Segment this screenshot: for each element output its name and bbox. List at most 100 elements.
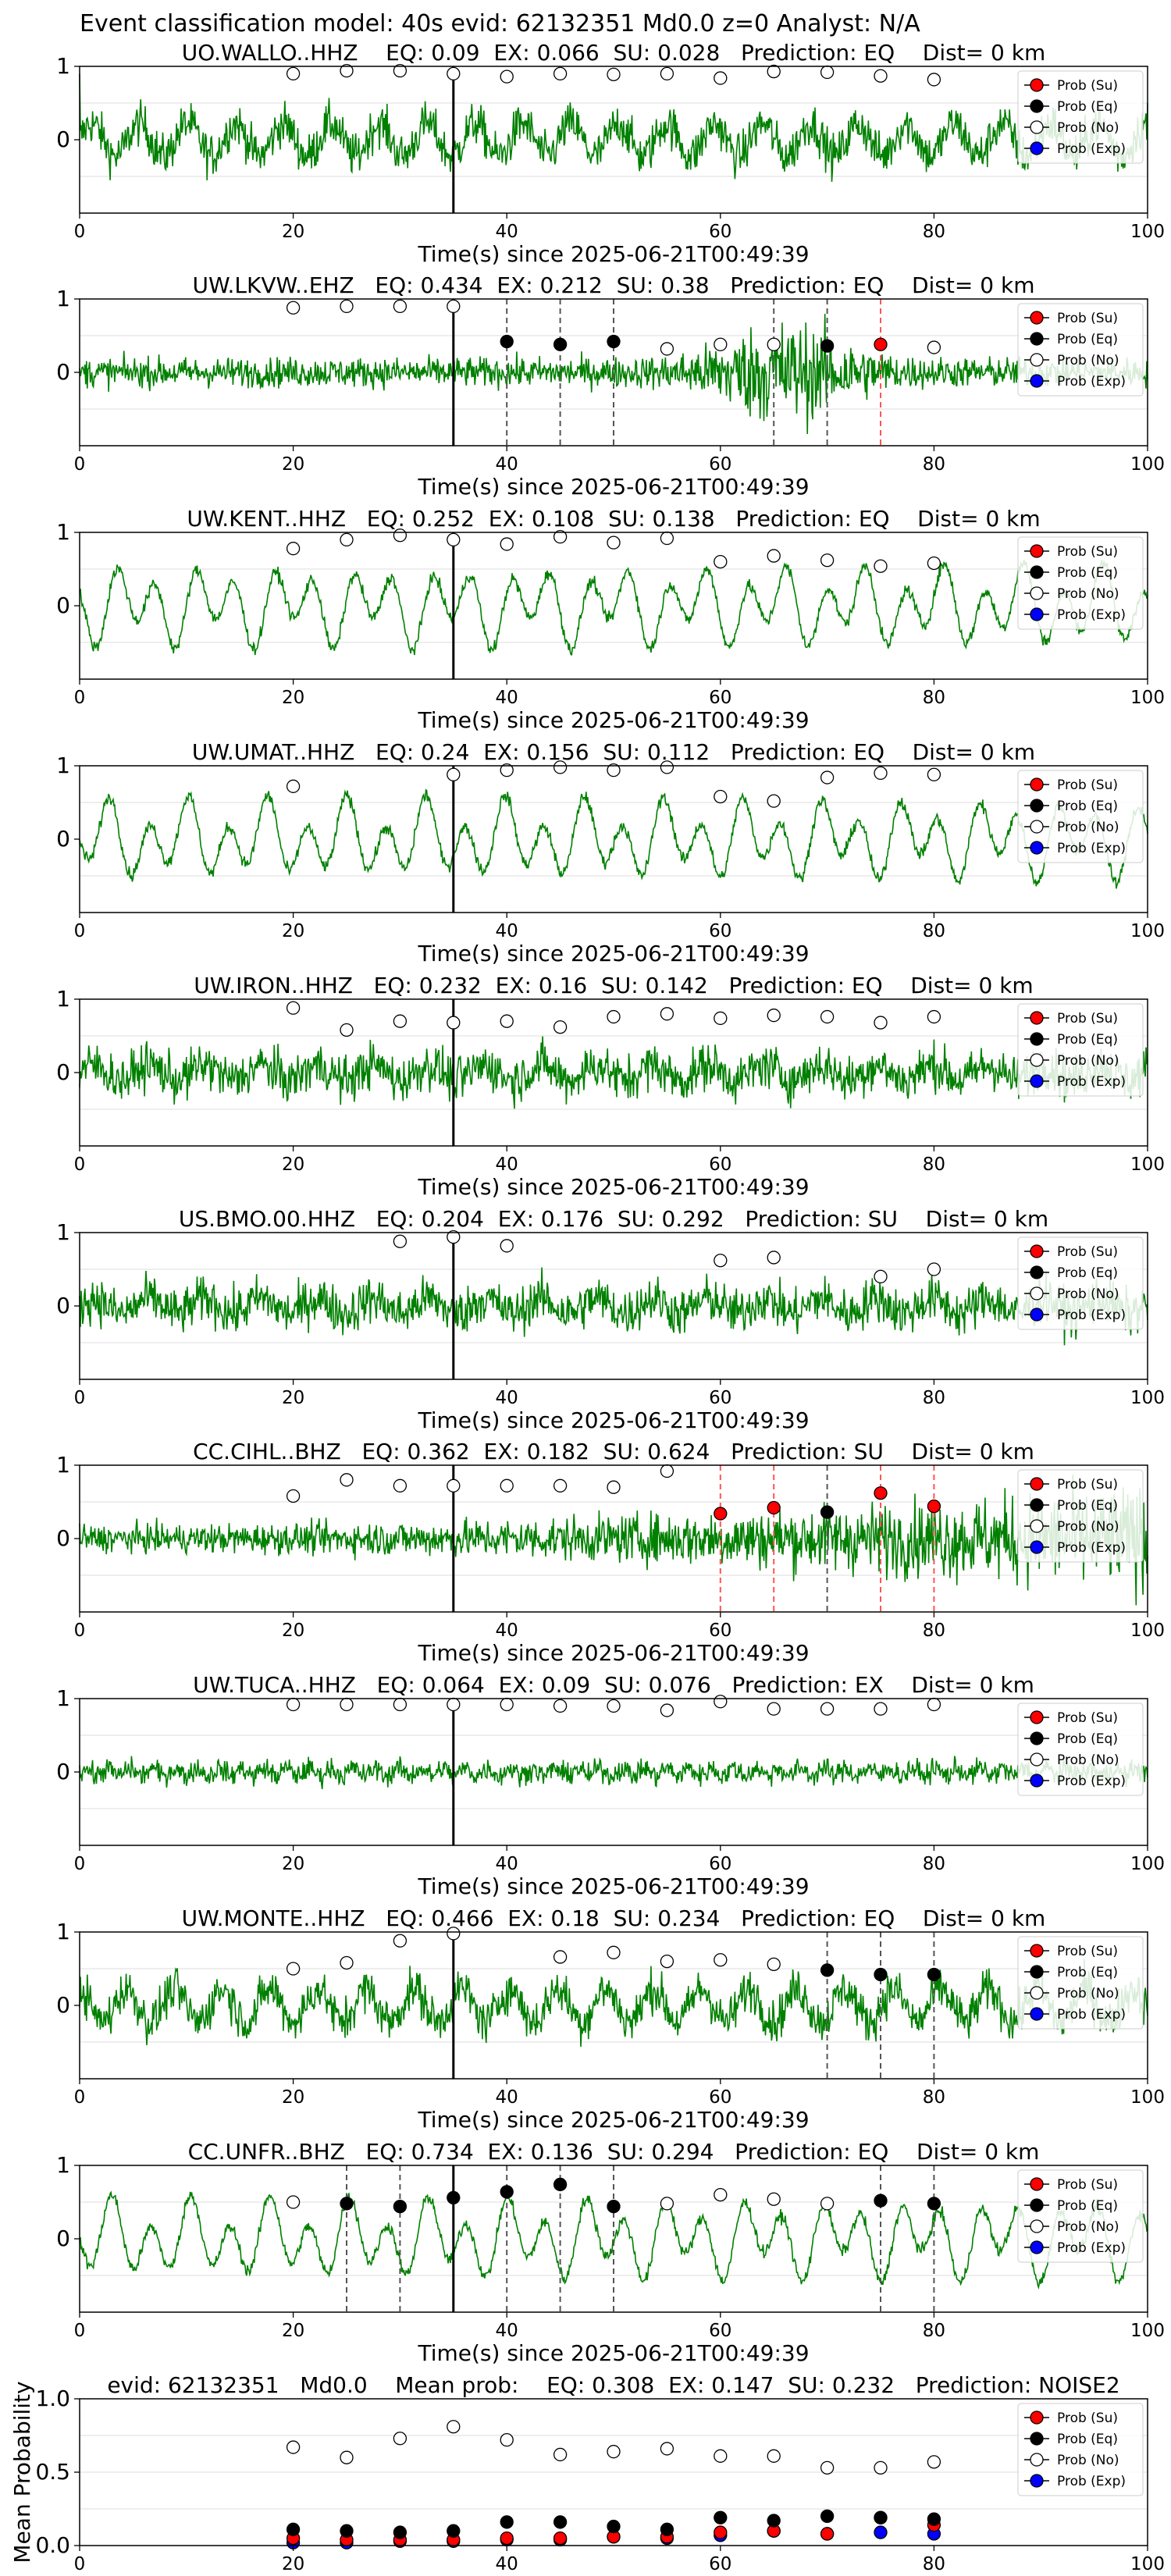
panel-7: 0 20 40 60 80 100 0 1 CC.CIHL..BHZ EQ: 0.362 EX:…	[56, 1439, 1165, 1666]
prob-no-point	[553, 66, 568, 81]
x-axis-label: Time(s) since 2025-06-21T00:49:39	[417, 1640, 809, 1666]
prob-eq-point	[447, 2190, 461, 2205]
x-tick-label: 0	[74, 2087, 86, 2108]
prob-no-point	[767, 1251, 781, 1265]
waveform-trace	[79, 1267, 1148, 1346]
x-tick-label: 0	[74, 1621, 86, 1641]
prob-no-point	[874, 2460, 888, 2475]
prob-no-point	[820, 553, 835, 568]
legend-entry: Prob (No)	[1057, 586, 1119, 602]
prob-no-point	[286, 1489, 301, 1503]
prob-eq-point	[500, 2185, 514, 2199]
panel-title: UO.WALLO..HHZ EQ: 0.09 EX: 0.066 SU: 0.0…	[182, 40, 1045, 66]
prob-no-point	[340, 1473, 354, 1487]
legend-entry: Prob (Su)	[1057, 544, 1118, 560]
prob-no-point	[714, 2187, 728, 2202]
prob-no-point	[286, 1001, 301, 1015]
prob-eq-point	[340, 2197, 354, 2211]
prob-su-point	[767, 1500, 781, 1515]
legend-entry: Prob (Exp)	[1057, 841, 1126, 856]
legend-swatch-marker	[1030, 1710, 1044, 1724]
prob-eq-point	[874, 1967, 888, 1982]
x-tick-label: 20	[282, 921, 304, 941]
legend: Prob (Su) Prob (Eq) Prob (No) Prob (Exp)	[1017, 1469, 1144, 1563]
prob-eq-point	[553, 2177, 568, 2192]
x-tick-label: 60	[709, 688, 731, 708]
x-tick-label: 60	[709, 2321, 731, 2341]
panel-title: CC.UNFR..BHZ EQ: 0.734 EX: 0.136 SU: 0.2…	[188, 2139, 1040, 2165]
prob-no-point	[660, 531, 674, 546]
legend-swatch-marker	[1030, 799, 1044, 813]
panel-4: 0 20 40 60 80 100 0 1 UW.UMAT..HHZ EQ: 0.24 EX: …	[56, 739, 1165, 966]
panel-title: US.BMO.00.HHZ EQ: 0.204 EX: 0.176 SU: 0.…	[179, 1206, 1048, 1232]
legend-entry: Prob (No)	[1057, 820, 1119, 835]
prob-no-point	[500, 1239, 514, 1253]
legend-swatch-marker	[1030, 1519, 1044, 1533]
y-tick-label: 1	[56, 2152, 70, 2178]
y-axis-label: Mean Probability	[9, 2381, 35, 2563]
prob-eq-point	[820, 2509, 835, 2524]
prob-no-point	[927, 556, 941, 571]
x-axis-label: Time(s) since 2025-06-21T00:49:39	[417, 474, 809, 500]
legend-swatch-marker	[1030, 353, 1044, 367]
x-tick-label: 40	[496, 688, 518, 708]
prob-su-point	[553, 2531, 568, 2546]
x-tick-label: 40	[496, 1388, 518, 1408]
legend-entry: Prob (No)	[1057, 2453, 1119, 2468]
prob-no-point	[393, 1697, 408, 1712]
legend-box	[1017, 2169, 1144, 2263]
prob-no-point	[927, 767, 941, 781]
legend-box	[1017, 1469, 1144, 1563]
y-tick-label: 1	[56, 986, 70, 1012]
legend-entry: Prob (Exp)	[1057, 607, 1126, 623]
prob-su-point	[874, 1486, 888, 1500]
x-tick-label: 20	[282, 222, 304, 242]
prob-no-point	[500, 1697, 514, 1712]
x-tick-label: 80	[923, 1155, 945, 1175]
waveform-trace	[79, 1475, 1148, 1606]
panel-title: UW.KENT..HHZ EQ: 0.252 EX: 0.108 SU: 0.1…	[187, 506, 1040, 532]
prob-eq-point	[447, 2524, 461, 2538]
panel-title: UW.TUCA..HHZ EQ: 0.064 EX: 0.09 SU: 0.07…	[193, 1672, 1034, 1698]
legend-entry: Prob (Exp)	[1057, 1074, 1126, 1090]
legend-swatch-marker	[1030, 1265, 1044, 1279]
x-tick-label: 100	[1130, 1854, 1165, 1874]
legend-swatch-marker	[1030, 1308, 1044, 1322]
legend-entry: Prob (Eq)	[1057, 565, 1118, 581]
prob-no-point	[660, 2442, 674, 2456]
x-tick-label: 80	[923, 921, 945, 941]
panel-title: UW.LKVW..EHZ EQ: 0.434 EX: 0.212 SU: 0.3…	[193, 272, 1035, 298]
x-tick-label: 40	[496, 1621, 518, 1641]
x-tick-label: 20	[282, 2554, 304, 2574]
y-tick-label: 1	[56, 1919, 70, 1944]
x-axis-label: Time(s) since 2025-06-21T00:49:39	[417, 2340, 809, 2366]
y-tick-label: 0	[56, 2226, 70, 2251]
prob-eq-point	[714, 2510, 728, 2524]
legend: Prob (Su) Prob (Eq) Prob (No) Prob (Exp)	[1017, 536, 1144, 630]
x-tick-label: 80	[923, 2321, 945, 2341]
x-tick-label: 40	[496, 454, 518, 475]
x-tick-label: 60	[709, 454, 731, 475]
x-tick-label: 0	[74, 1854, 86, 1874]
prob-su-point	[927, 1499, 941, 1514]
prob-no-point	[447, 299, 461, 314]
waveform-trace	[79, 1959, 1148, 2048]
legend-entry: Prob (Eq)	[1057, 1265, 1118, 1281]
prob-su-point	[714, 2525, 728, 2539]
x-tick-label: 80	[923, 454, 945, 475]
prob-eq-point	[820, 339, 835, 353]
legend-entry: Prob (No)	[1057, 1519, 1119, 1535]
prob-no-point	[607, 763, 621, 777]
prob-eq-point	[500, 2515, 514, 2529]
panel-1: 0 20 40 60 80 100 0 1 UO.WALLO..HHZ EQ: 0.09 EX:…	[56, 40, 1165, 267]
x-tick-label: 60	[709, 921, 731, 941]
prob-no-point	[927, 2455, 941, 2469]
legend-swatch-marker	[1030, 565, 1044, 579]
prob-no-point	[767, 549, 781, 563]
prob-eq-point	[927, 1967, 941, 1982]
prob-no-point	[767, 1702, 781, 1716]
legend-entry: Prob (Eq)	[1057, 799, 1118, 814]
x-tick-label: 0	[74, 2554, 86, 2574]
prob-no-point	[286, 542, 301, 556]
